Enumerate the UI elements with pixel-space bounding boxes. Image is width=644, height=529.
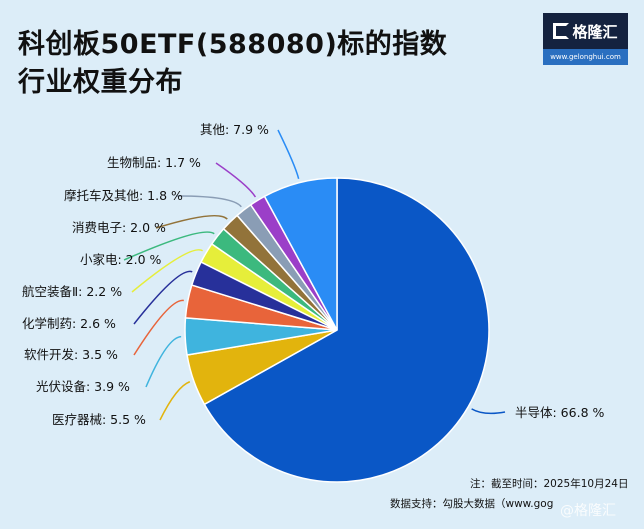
slice-label-0: 半导体: 66.8 % xyxy=(515,405,604,420)
slice-label-8: 摩托车及其他: 1.8 % xyxy=(64,188,183,203)
title-line-2: 行业权重分布 xyxy=(18,67,183,98)
leader-line-4 xyxy=(133,270,193,325)
leader-line-6 xyxy=(123,231,215,261)
slice-label-10: 其他: 7.9 % xyxy=(200,122,269,137)
logo-url: www.gelonghui.com xyxy=(543,49,628,65)
slice-label-5: 航空装备Ⅱ: 2.2 % xyxy=(22,284,122,299)
leader-line-7 xyxy=(155,214,228,229)
leader-line-3 xyxy=(133,299,184,356)
logo-g-icon xyxy=(553,23,570,39)
slice-label-4: 化学制药: 2.6 % xyxy=(22,316,116,331)
slice-label-3: 软件开发: 3.5 % xyxy=(24,347,118,362)
leader-line-5 xyxy=(131,249,204,293)
slice-label-2: 光伏设备: 3.9 % xyxy=(36,379,130,394)
leader-line-1 xyxy=(159,381,191,421)
slice-label-6: 小家电: 2.0 % xyxy=(80,252,162,267)
pie-slice-0 xyxy=(203,177,490,483)
slice-label-7: 消费电子: 2.0 % xyxy=(72,220,166,235)
leader-line-2 xyxy=(145,335,182,388)
leader-line-9 xyxy=(215,162,257,198)
leader-line-10 xyxy=(277,129,300,179)
title-line-1: 科创板50ETF(588080)标的指数 xyxy=(18,29,448,60)
leader-line-0 xyxy=(471,408,506,415)
leader-line-8 xyxy=(175,195,242,208)
slice-label-1: 医疗器械: 5.5 % xyxy=(52,412,146,427)
watermark: @格隆汇 xyxy=(560,503,616,519)
data-source: 数据支持：勾股大数据（www.gog xyxy=(390,498,554,510)
date-note: 注：截至时间：2025年10月24日 xyxy=(470,478,629,490)
slice-label-9: 生物制品: 1.7 % xyxy=(107,155,201,170)
gelonghui-logo: 格隆汇 www.gelonghui.com xyxy=(543,13,628,65)
pie-slice-10 xyxy=(263,177,338,331)
chart-title: 科创板50ETF(588080)标的指数 行业权重分布 xyxy=(18,26,447,102)
logo-name: 格隆汇 xyxy=(572,22,618,41)
